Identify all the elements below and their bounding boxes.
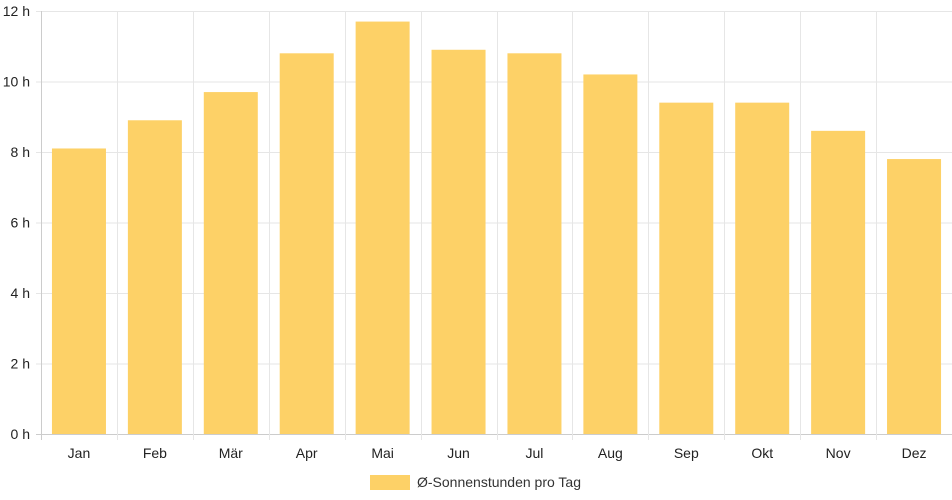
bar-nov[interactable] <box>811 130 866 434</box>
bar-jul[interactable] <box>507 53 562 435</box>
bar-aug[interactable] <box>583 74 638 434</box>
x-tick-label: Okt <box>751 445 773 461</box>
y-tick-label: 6 h <box>11 215 30 231</box>
x-tick-label: Jul <box>526 445 544 461</box>
chart-bars <box>51 21 942 435</box>
y-axis: 0 h 2 h 4 h 6 h 8 h 10 h 12 h <box>3 3 30 442</box>
y-tick-label: 0 h <box>11 426 30 442</box>
legend-swatch[interactable] <box>370 475 410 490</box>
legend-label[interactable]: Ø-Sonnenstunden pro Tag <box>417 474 581 490</box>
y-tick-label: 2 h <box>11 356 30 372</box>
y-tick-label: 4 h <box>11 285 30 301</box>
bar-okt[interactable] <box>735 102 790 435</box>
x-tick-label: Mär <box>219 445 243 461</box>
y-tick-label: 8 h <box>11 144 30 160</box>
bar-jun[interactable] <box>431 49 486 435</box>
bar-feb[interactable] <box>127 120 182 435</box>
chart-grid <box>36 11 952 440</box>
x-tick-label: Apr <box>296 445 318 461</box>
y-tick-label: 10 h <box>3 74 30 90</box>
x-tick-label: Feb <box>143 445 167 461</box>
bar-apr[interactable] <box>279 53 334 435</box>
bar-jan[interactable] <box>51 148 106 434</box>
y-tick-label: 12 h <box>3 3 30 19</box>
x-tick-label: Aug <box>598 445 623 461</box>
x-axis: Jan Feb Mär Apr Mai Jun Jul Aug Sep Okt Nov Dez <box>68 445 927 461</box>
bar-mai[interactable] <box>355 21 410 434</box>
x-tick-label: Mai <box>371 445 394 461</box>
bar-dez[interactable] <box>887 159 942 435</box>
x-tick-label: Dez <box>902 445 927 461</box>
bar-mär[interactable] <box>203 92 258 434</box>
x-tick-label: Jun <box>447 445 470 461</box>
x-tick-label: Nov <box>826 445 851 461</box>
x-tick-label: Sep <box>674 445 699 461</box>
legend[interactable]: Ø-Sonnenstunden pro Tag <box>370 474 581 490</box>
x-tick-label: Jan <box>68 445 91 461</box>
bar-sep[interactable] <box>659 102 714 435</box>
